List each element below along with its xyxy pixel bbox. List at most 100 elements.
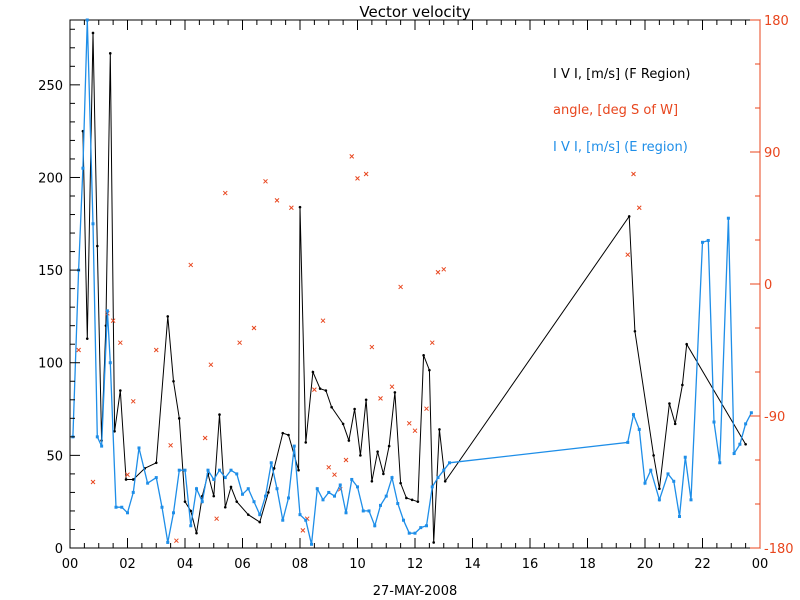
x-tick-label: 00 [62,557,79,572]
data-point [425,524,428,528]
data-point [304,441,308,444]
y-right-tick-label: 0 [764,278,772,293]
data-point [643,481,647,485]
data-point [166,315,170,318]
data-point [399,481,402,485]
legend-f-region: I V I, [m/s] (F Region) [553,67,690,82]
data-point [131,490,135,494]
data-point [349,154,355,159]
data-point [119,389,122,392]
data-point [379,503,382,507]
data-point [406,420,412,426]
data-point [189,524,193,528]
cross-stroke [363,171,369,177]
y-left-tick-label: 50 [46,449,63,464]
data-point [153,347,159,353]
data-point [96,244,99,248]
data-point [706,238,710,242]
data-point [81,166,85,170]
data-point [412,428,418,434]
data-point [108,361,112,365]
data-point [264,494,267,498]
data-point [195,531,198,535]
cross-stroke [130,398,136,404]
data-point [212,477,216,481]
data-point [289,205,294,211]
data-point [281,431,285,435]
data-point [744,442,747,446]
cross-stroke [378,396,383,401]
legend-e-region: I V I, [m/s] (E region) [553,140,688,155]
data-point [429,340,435,346]
data-point [212,494,216,498]
data-point [393,391,397,394]
cross-stroke [237,340,242,346]
data-point [338,483,342,487]
data-point [649,468,653,472]
data-point [85,18,89,22]
cross-stroke [274,198,280,203]
data-point [287,496,290,500]
cross-stroke [326,464,332,470]
legend-angle: angle, [deg S of W] [553,103,678,118]
data-point [668,402,671,405]
data-point [252,500,256,504]
cross-stroke [90,479,96,485]
cross-stroke [349,154,355,159]
data-point [625,252,631,258]
data-point [154,461,158,465]
data-point [324,389,328,392]
series-line [72,19,752,545]
data-point [188,262,194,268]
data-point [330,405,333,409]
data-point [267,491,270,494]
data-point [174,538,179,544]
cross-stroke [208,362,214,368]
cross-stroke [636,205,642,211]
x-tick-label: 08 [292,557,309,572]
cross-stroke [343,457,349,463]
data-point [91,222,95,226]
x-tick-label: 00 [752,557,769,572]
data-point [237,340,242,346]
data-point [229,485,233,489]
data-point [685,342,688,346]
cross-stroke [412,428,418,434]
data-point [172,379,175,383]
data-point [738,442,742,446]
data-point [413,531,417,535]
x-axis-label: 27-MAY-2008 [373,584,458,599]
data-point [350,477,354,481]
data-point [361,509,365,513]
x-tick-label: 04 [177,557,194,572]
data-point [389,384,395,390]
cross-stroke [355,176,360,181]
data-point [90,479,96,485]
data-point [246,487,250,491]
cross-stroke [332,472,337,478]
data-point [269,461,273,465]
data-point [195,487,198,491]
data-point [344,511,348,515]
data-point [726,216,730,220]
x-tick-label: 20 [637,557,654,572]
cross-stroke [188,262,194,268]
series-line [82,32,747,543]
cross-stroke [214,516,219,522]
data-point [327,490,331,494]
data-point [218,468,221,472]
data-point [251,325,257,331]
data-point [356,485,359,489]
data-point [154,476,158,480]
data-point [206,468,210,472]
cross-stroke [289,205,294,211]
data-point [311,370,315,374]
data-point [631,171,636,177]
x-tick-label: 18 [579,557,596,572]
data-point [390,476,394,480]
data-point [410,498,414,502]
data-point [235,472,239,476]
data-point [222,190,228,196]
cross-stroke [251,325,257,331]
data-point [633,329,637,333]
